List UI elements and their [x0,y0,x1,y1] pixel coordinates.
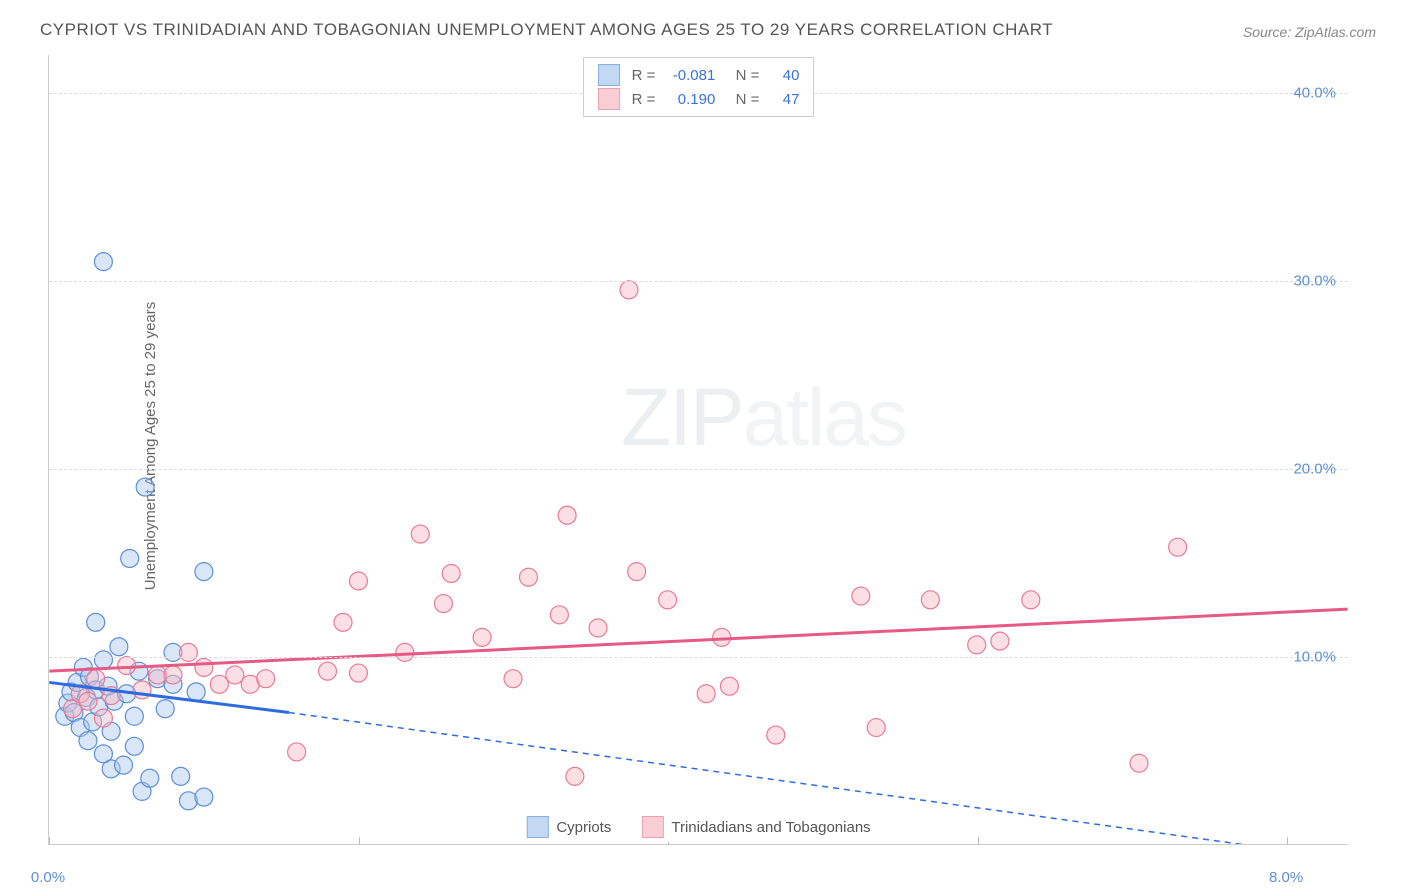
scatter-point [852,587,870,605]
scatter-point [434,595,452,613]
xtick-mark [49,837,50,845]
stats-row: R = 0.190 N = 47 [598,88,800,110]
scatter-point [473,628,491,646]
scatter-point [720,677,738,695]
scatter-point [991,632,1009,650]
stat-n-label: N = [727,67,759,84]
xtick-mark [359,837,360,845]
plot-area: ZIPatlas 10.0%20.0%30.0%40.0% R =-0.081 … [48,55,1348,845]
scatter-point [867,719,885,737]
scatter-point [349,572,367,590]
scatter-point [115,756,133,774]
ytick-label: 20.0% [1293,460,1336,477]
scatter-svg [49,55,1348,844]
scatter-point [125,707,143,725]
trend-line [49,609,1347,671]
scatter-point [156,700,174,718]
category-legend: Cypriots Trinidadians and Tobagonians [510,812,886,842]
scatter-point [767,726,785,744]
scatter-point [87,613,105,631]
scatter-point [659,591,677,609]
stats-legend-box: R = -0.081 N = 40 R = 0.190 N = 47 [583,57,815,117]
legend-swatch [598,88,620,110]
source-attribution: Source: ZipAtlas.com [1243,24,1376,40]
scatter-point [968,636,986,654]
scatter-point [349,664,367,682]
scatter-point [210,675,228,693]
scatter-point [628,563,646,581]
ytick-label: 30.0% [1293,272,1336,289]
scatter-point [566,767,584,785]
scatter-point [79,692,97,710]
gridline [49,281,1348,282]
legend-label: Trinidadians and Tobagonians [671,819,870,836]
scatter-point [1022,591,1040,609]
gridline [49,469,1348,470]
scatter-point [519,568,537,586]
stat-r-label: R = [632,91,656,108]
scatter-point [187,683,205,701]
gridline [49,657,1348,658]
stats-row: R = -0.081 N = 40 [598,64,800,86]
scatter-point [620,281,638,299]
stat-r-value: -0.081 [667,67,715,84]
chart-title: CYPRIOT VS TRINIDADIAN AND TOBAGONIAN UN… [40,20,1053,40]
legend-swatch [526,816,548,838]
legend-item: Trinidadians and Tobagonians [641,816,870,838]
scatter-point [195,788,213,806]
legend-item: Cypriots [526,816,611,838]
scatter-point [1130,754,1148,772]
scatter-point [195,563,213,581]
scatter-point [110,638,128,656]
legend-swatch [598,64,620,86]
scatter-point [87,670,105,688]
ytick-label: 40.0% [1293,84,1336,101]
scatter-point [94,745,112,763]
scatter-point [94,253,112,271]
scatter-point [94,709,112,727]
scatter-point [79,732,97,750]
scatter-point [121,549,139,567]
scatter-point [226,666,244,684]
scatter-point [94,651,112,669]
scatter-point [164,666,182,684]
stat-n-value: 47 [771,91,799,108]
scatter-point [1169,538,1187,556]
scatter-point [697,685,715,703]
scatter-point [179,643,197,661]
scatter-point [550,606,568,624]
scatter-point [141,769,159,787]
stat-r-label: R = [632,67,656,84]
scatter-point [257,670,275,688]
scatter-point [504,670,522,688]
stat-n-value: 40 [771,67,799,84]
scatter-point [319,662,337,680]
xtick-label: 0.0% [31,869,65,886]
scatter-point [334,613,352,631]
stat-r-value: 0.190 [667,91,715,108]
ytick-label: 10.0% [1293,648,1336,665]
scatter-point [195,658,213,676]
xtick-mark [978,837,979,845]
stat-n-label: N = [727,91,759,108]
scatter-point [125,737,143,755]
legend-swatch [641,816,663,838]
scatter-point [136,478,154,496]
xtick-label: 8.0% [1269,869,1303,886]
xtick-mark [1287,837,1288,845]
scatter-point [172,767,190,785]
legend-label: Cypriots [556,819,611,836]
scatter-point [118,657,136,675]
scatter-point [442,564,460,582]
scatter-point [558,506,576,524]
scatter-point [589,619,607,637]
scatter-point [288,743,306,761]
scatter-point [411,525,429,543]
scatter-point [396,643,414,661]
scatter-point [921,591,939,609]
